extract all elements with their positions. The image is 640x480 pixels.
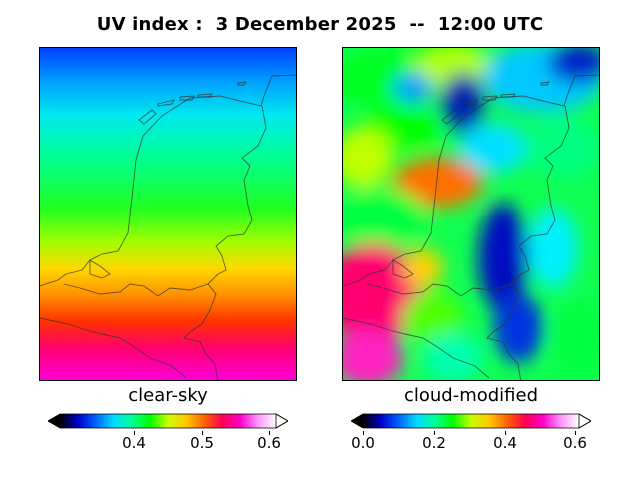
colorbar-tick-label: 0.4: [493, 434, 517, 452]
colorbar-tick: [505, 431, 506, 435]
colorbar-clear-sky: [48, 413, 288, 429]
colorbar-tick-label: 0.5: [190, 434, 214, 452]
colorbar-gradient: [363, 414, 579, 428]
colorbar-tick: [269, 431, 270, 435]
colorbar-tick: [134, 431, 135, 435]
colorbar-tick: [363, 431, 364, 435]
colorbar-max-arrow: [578, 413, 591, 429]
coastline-outline-right: [343, 74, 599, 380]
colorbar-tick-label: 0.6: [563, 434, 587, 452]
cloud-modified-map: [342, 47, 600, 381]
colorbar-min-arrow: [351, 414, 363, 428]
colorbar-tick-label: 0.0: [351, 434, 375, 452]
colorbar-tick-label: 0.2: [422, 434, 446, 452]
colorbar-min-arrow: [48, 414, 60, 428]
uv-field-clear-sky: [40, 48, 296, 380]
clear-sky-map: [39, 47, 297, 381]
map-title: UV index : 3 December 2025 -- 12:00 UTC: [96, 14, 544, 35]
panel-label-clear-sky: clear-sky: [128, 385, 208, 406]
colorbar-tick: [434, 431, 435, 435]
panel-label-cloud-modified: cloud-modified: [403, 385, 539, 406]
colorbar-tick: [575, 431, 576, 435]
colorbar-tick-label: 0.6: [257, 434, 281, 452]
coastline-outline: [40, 74, 296, 380]
colorbar-max-arrow: [275, 413, 288, 429]
colorbar-cloud-modified: [351, 413, 591, 429]
colorbar-tick-label: 0.4: [122, 434, 146, 452]
colorbar-gradient: [60, 414, 276, 428]
colorbar-tick: [202, 431, 203, 435]
